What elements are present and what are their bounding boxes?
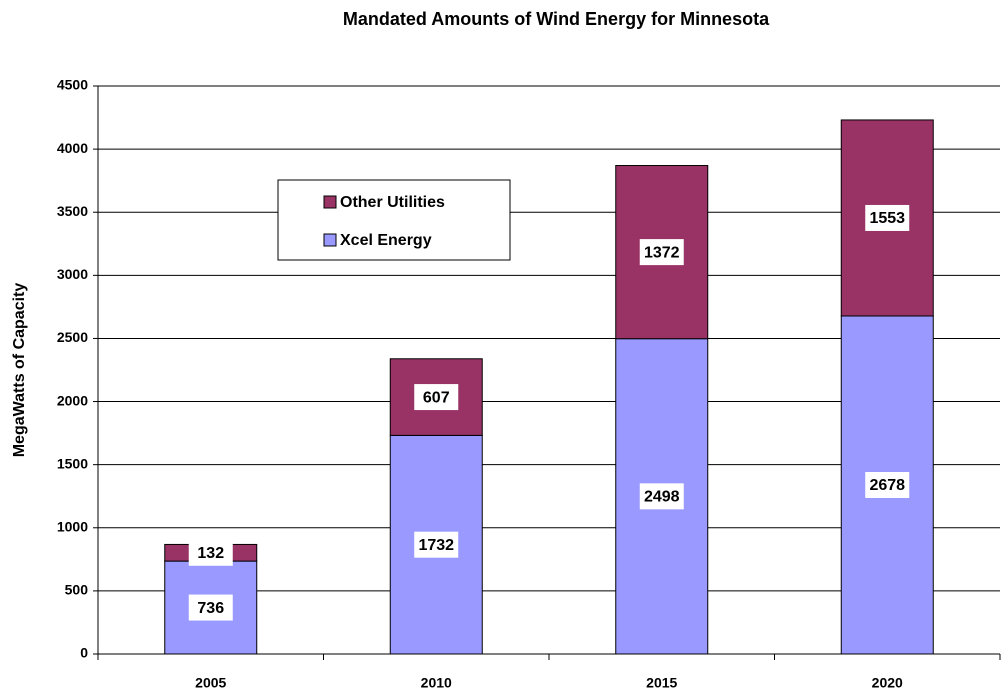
y-tick-label: 1000 — [57, 518, 88, 534]
x-tick-label: 2015 — [646, 675, 677, 691]
data-label: 607 — [423, 389, 450, 406]
legend-box — [277, 179, 511, 261]
x-tick-label: 2005 — [195, 675, 226, 691]
y-tick-label: 500 — [65, 582, 89, 598]
data-label-box — [865, 204, 910, 231]
legend-swatch — [323, 195, 337, 209]
data-label-box — [188, 594, 233, 621]
data-label-box — [639, 483, 684, 510]
data-label: 1732 — [418, 537, 454, 554]
y-tick-label: 2000 — [57, 392, 88, 408]
y-tick-label: 3000 — [57, 266, 88, 282]
y-axis-label: MegaWatts of Capacity — [11, 283, 28, 458]
data-label-box — [639, 239, 684, 266]
data-label: 132 — [197, 545, 224, 562]
data-label: 736 — [197, 600, 224, 617]
data-label: 1553 — [869, 210, 905, 227]
y-tick-label: 1500 — [57, 455, 88, 471]
data-label: 2678 — [869, 477, 905, 494]
y-tick-label: 4000 — [57, 140, 88, 156]
y-tick-label: 3500 — [57, 203, 88, 219]
legend-swatch — [323, 233, 337, 247]
data-label-box — [414, 384, 459, 411]
x-tick-label: 2020 — [872, 675, 903, 691]
data-label-box — [188, 539, 233, 566]
data-label-box — [414, 531, 459, 558]
data-label-box — [865, 471, 910, 498]
y-tick-label: 2500 — [57, 329, 88, 345]
legend-label: Xcel Energy — [340, 232, 432, 249]
x-tick-label: 2010 — [421, 675, 452, 691]
chart-title: Mandated Amounts of Wind Energy for Minn… — [343, 9, 770, 29]
legend-label: Other Utilities — [340, 194, 445, 211]
data-label: 1372 — [644, 244, 680, 261]
y-tick-label: 0 — [80, 645, 88, 661]
data-label: 2498 — [644, 489, 680, 506]
y-tick-label: 4500 — [57, 77, 88, 93]
